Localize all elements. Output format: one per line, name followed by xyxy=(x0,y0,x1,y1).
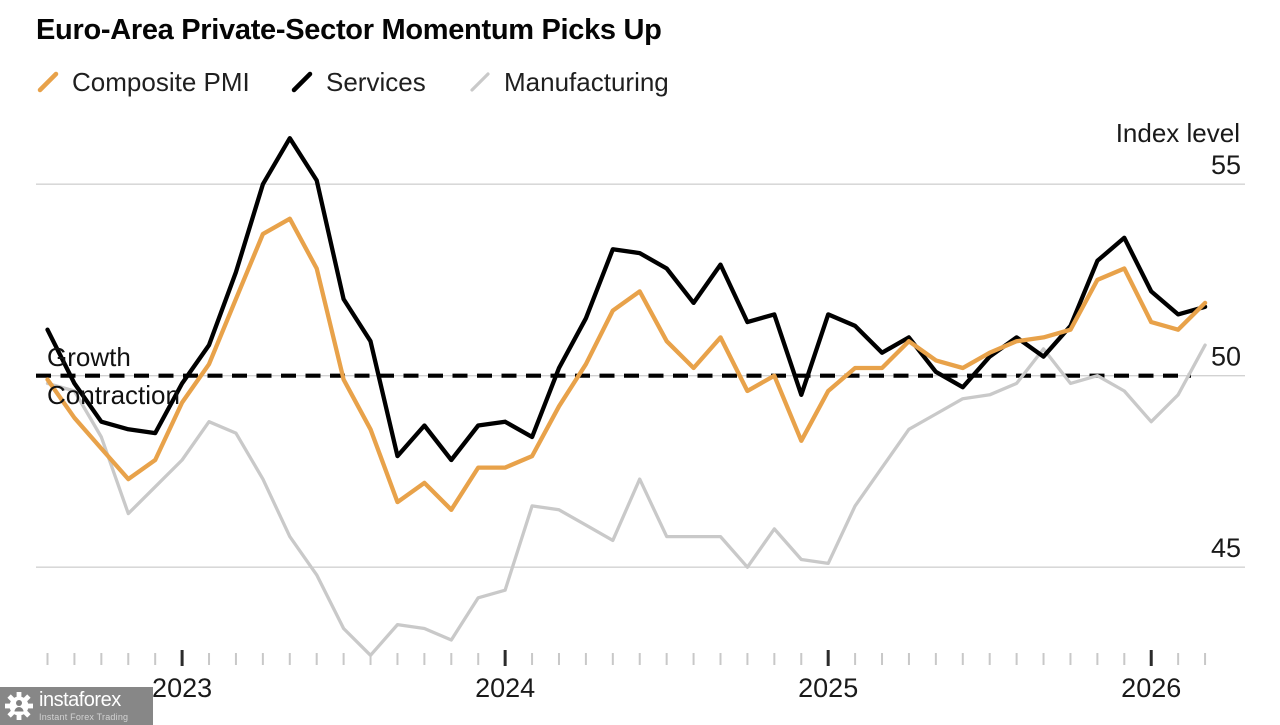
composite-line-swatch-icon xyxy=(37,71,59,93)
y-tick-label-45: 45 xyxy=(1211,533,1241,563)
series-line-composite-pmi xyxy=(45,216,1208,512)
x-axis-label-2025: 2025 xyxy=(798,673,858,703)
watermark-tagline: Instant Forex Trading xyxy=(39,712,129,722)
instaforex-gear-icon xyxy=(5,692,33,720)
x-axis-label-2026: 2026 xyxy=(1121,673,1181,703)
growth-annotation: Growth xyxy=(47,342,131,372)
series-line-services xyxy=(45,136,1208,463)
legend-label-manufacturing: Manufacturing xyxy=(504,66,669,97)
series-line-manufacturing xyxy=(45,343,1207,657)
y-axis-title: Index level xyxy=(1115,118,1240,148)
legend-item-composite: Composite PMI xyxy=(36,66,250,98)
legend-label-services: Services xyxy=(326,66,426,97)
manufacturing-line-swatch-icon xyxy=(470,72,490,92)
legend-item-manufacturing: Manufacturing xyxy=(468,66,669,98)
legend-item-services: Services xyxy=(290,66,426,98)
watermark-brand: instaforex xyxy=(39,689,121,711)
x-axis-label-2024: 2024 xyxy=(475,673,535,703)
services-line-swatch-icon xyxy=(291,71,313,93)
legend-label-composite: Composite PMI xyxy=(72,66,250,97)
chart-title: Euro-Area Private-Sector Momentum Picks … xyxy=(36,14,662,46)
x-axis-label-2023: 2023 xyxy=(152,673,212,703)
contraction-annotation: Contraction xyxy=(47,380,180,410)
instaforex-watermark: instaforex Instant Forex Trading xyxy=(0,687,153,725)
y-tick-label-55: 55 xyxy=(1211,150,1241,180)
y-tick-label-50: 50 xyxy=(1211,342,1241,372)
